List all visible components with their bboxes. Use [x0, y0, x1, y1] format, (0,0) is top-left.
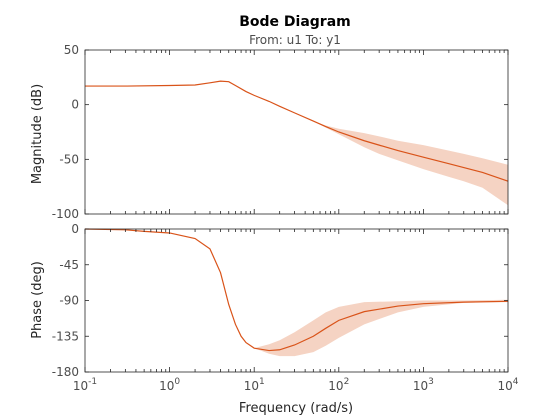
xtick-label: 100 — [159, 377, 180, 393]
magnitude-x-ticks — [84, 50, 509, 214]
xtick-label: 102 — [328, 377, 349, 393]
x-tick-labels: 10-1 100 101 102 103 104 — [73, 377, 519, 393]
phase-panel: 0 -45 -90 -135 -180 Phase (deg) — [30, 222, 509, 379]
magnitude-panel: 50 0 -50 -100 Magnitude (dB) — [30, 43, 509, 221]
magnitude-ytick-label: -100 — [52, 207, 79, 221]
xtick-label: 104 — [497, 377, 518, 393]
phase-ytick-label: -180 — [52, 365, 79, 379]
phase-axis-label: Phase (deg) — [30, 261, 45, 339]
phase-ytick-label: -135 — [52, 329, 79, 343]
magnitude-ytick-label: 50 — [64, 43, 79, 57]
phase-ytick-label: -45 — [59, 258, 79, 272]
xtick-label: 103 — [413, 377, 434, 393]
magnitude-ytick-label: 0 — [71, 98, 79, 112]
phase-y-ticks: 0 -45 -90 -135 -180 — [52, 222, 508, 379]
magnitude-axes-box — [84, 49, 509, 215]
chart-title: Bode Diagram — [239, 14, 351, 30]
phase-response-line — [84, 228, 509, 352]
magnitude-y-ticks: 50 0 -50 -100 — [52, 43, 508, 221]
phase-ytick-label: 0 — [71, 222, 79, 236]
magnitude-response-line — [85, 80, 509, 182]
magnitude-axis-label: Magnitude (dB) — [30, 84, 45, 184]
x-axis-label: Frequency (rad/s) — [239, 401, 353, 416]
xtick-label: 10-1 — [73, 377, 97, 393]
phase-ytick-label: -90 — [59, 294, 79, 308]
magnitude-plot-area — [85, 50, 508, 214]
phase-x-ticks — [84, 229, 509, 372]
magnitude-ytick-label: -50 — [59, 152, 79, 166]
chart-subtitle: From: u1 To: y1 — [249, 33, 341, 47]
xtick-label: 101 — [244, 377, 265, 393]
